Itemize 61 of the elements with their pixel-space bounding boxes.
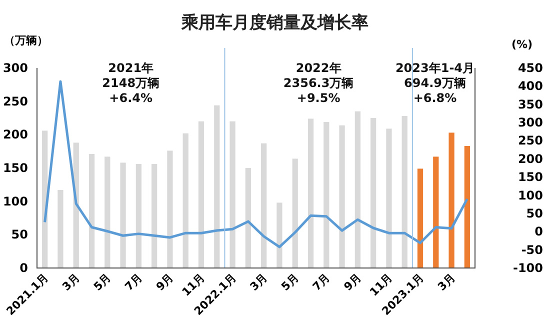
- bar: [339, 125, 345, 268]
- y-tick-label: 200: [2, 128, 28, 142]
- y-tick-label: 0: [20, 261, 28, 275]
- bar: [88, 154, 95, 268]
- y2-tick-label: 300: [518, 116, 543, 130]
- bar: [464, 146, 470, 268]
- x-tick-label: 9月: [154, 270, 176, 294]
- bar: [42, 130, 48, 268]
- y2-tick-label: 350: [518, 97, 543, 112]
- x-tick-label: 3月: [435, 270, 458, 294]
- bar: [214, 105, 220, 268]
- bar: [245, 168, 251, 268]
- y-axis-title: （万辆）: [4, 34, 48, 47]
- y2-tick-label: 50: [526, 206, 543, 220]
- chart-title: 乘用车月度销量及增长率: [180, 13, 368, 33]
- y2-tick-label: 250: [518, 134, 543, 148]
- bar: [120, 162, 126, 268]
- bar: [370, 118, 376, 268]
- bar: [417, 168, 424, 268]
- annotation: 2021年 2148万辆 +6.4%: [102, 61, 160, 105]
- bar: [448, 132, 454, 268]
- y-tick-label: 50: [11, 228, 28, 242]
- y2-tick-label: 200: [518, 152, 543, 166]
- bar: [308, 118, 314, 268]
- bar: [433, 156, 439, 268]
- annotation: 2023年1-4月 694.9万辆 +6.8%: [395, 61, 475, 105]
- y-tick-label: 300: [2, 61, 28, 75]
- bar: [167, 150, 173, 268]
- y2-tick-label: 150: [518, 170, 543, 184]
- y2-tick-label: 450: [518, 61, 543, 75]
- x-tick-label: 5月: [91, 270, 114, 294]
- bar: [276, 202, 282, 268]
- x-tick-label: 9月: [341, 270, 364, 294]
- x-tick-label: 3月: [248, 270, 270, 294]
- x-tick-label: 7月: [122, 270, 145, 294]
- bar: [198, 121, 204, 268]
- y2-axis-title: (%): [511, 38, 533, 51]
- x-tick-label: 7月: [310, 270, 333, 294]
- bar: [152, 164, 158, 268]
- y-tick-label: 150: [2, 161, 28, 175]
- y2-tick-label: 100: [518, 188, 543, 202]
- y2-tick-label: 400: [518, 79, 543, 94]
- x-tick-label: 3月: [60, 270, 82, 294]
- bar: [354, 111, 360, 268]
- y-tick-label: 100: [2, 194, 28, 208]
- bar: [402, 116, 408, 268]
- x-tick-label: 5月: [278, 270, 302, 294]
- y2-tick-label: -50: [521, 242, 543, 257]
- bar: [136, 164, 142, 268]
- bar: [104, 156, 110, 268]
- y2-tick-label: -100: [512, 261, 543, 275]
- y2-tick-label: 0: [534, 224, 543, 239]
- annotation: 2022年 2356.3万辆 +9.5%: [283, 61, 354, 105]
- bar: [230, 121, 236, 268]
- bar: [386, 128, 392, 268]
- bar: [324, 122, 330, 268]
- bar: [58, 190, 64, 268]
- bar: [292, 158, 298, 268]
- y-tick-label: 250: [2, 94, 28, 108]
- bar: [261, 143, 267, 268]
- bar: [182, 133, 188, 268]
